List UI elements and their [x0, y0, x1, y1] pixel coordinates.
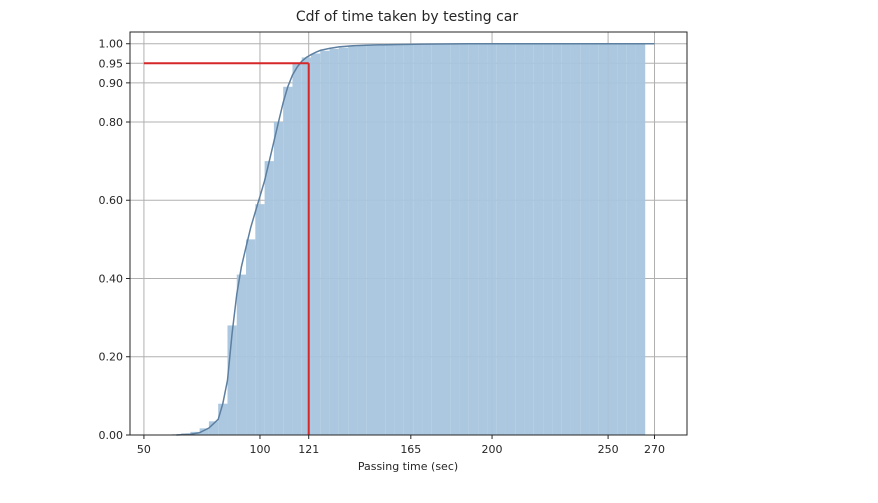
histogram-bar-48: [589, 43, 599, 436]
histogram-bar-13: [264, 161, 274, 435]
histogram-bar-35: [468, 43, 479, 436]
histogram-bar-41: [524, 43, 534, 436]
marker-lines: [143, 62, 310, 435]
histogram-bar-26: [385, 44, 395, 436]
y-tick-label-2: 0.40: [99, 272, 124, 285]
histogram-bar-25: [376, 44, 386, 435]
histogram-bar-15: [283, 86, 293, 435]
chart-title: Cdf of time taken by testing car: [296, 9, 519, 25]
histogram-bar-8: [218, 403, 228, 435]
histogram-bar-49: [598, 43, 609, 436]
x-tick-label-3: 165: [400, 443, 421, 456]
histogram-bar-20: [329, 48, 339, 435]
histogram-bars: [162, 43, 646, 436]
histogram-bar-27: [394, 44, 404, 436]
histogram-bar-23: [357, 45, 367, 435]
histogram-bar-19: [320, 50, 330, 436]
histogram-bar-50: [608, 43, 618, 436]
histogram-bar-30: [422, 44, 432, 436]
histogram-bar-37: [487, 43, 497, 436]
histogram-bar-22: [348, 46, 358, 436]
y-tick-label-5: 0.90: [99, 77, 124, 90]
axes-frame: [129, 31, 688, 436]
histogram-bar-31: [431, 43, 441, 436]
y-tick-label-4: 0.80: [99, 116, 124, 129]
histogram-bar-28: [403, 44, 414, 436]
x-tick-label-4: 200: [482, 443, 503, 456]
histogram-bar-18: [311, 53, 321, 436]
histogram-bar-21: [338, 47, 349, 436]
histogram-bar-44: [552, 43, 562, 436]
x-axis-label: Passing time (sec): [358, 460, 458, 473]
histogram-bar-47: [580, 43, 590, 436]
histogram-bar-12: [255, 204, 265, 435]
histogram-bar-40: [515, 43, 525, 436]
histogram-bar-24: [366, 45, 377, 435]
histogram-bar-7: [208, 421, 219, 435]
x-tick-label-1: 100: [249, 443, 270, 456]
cdf-curve-layer: [176, 42, 655, 436]
histogram-bar-39: [505, 43, 516, 436]
histogram-bar-33: [450, 43, 460, 436]
x-tick-label-2: 121: [298, 443, 319, 456]
histogram-bar-32: [440, 43, 451, 436]
cdf-curve: [176, 42, 655, 436]
y-tick-label-3: 0.60: [99, 194, 124, 207]
y-tick-label-7: 1.00: [99, 38, 124, 51]
histogram-bar-45: [561, 43, 571, 436]
histogram-bar-9: [227, 325, 237, 435]
histogram-bar-10: [236, 274, 247, 435]
x-tick-label-5: 250: [598, 443, 619, 456]
histogram-bar-17: [301, 57, 312, 435]
histogram-bar-42: [533, 43, 544, 436]
histogram-bar-6: [199, 428, 209, 435]
histogram-bar-51: [617, 43, 627, 436]
x-tick-label-6: 270: [644, 443, 665, 456]
histogram-bar-36: [478, 43, 488, 436]
histogram-bar-52: [626, 43, 636, 436]
histogram-bar-46: [570, 43, 581, 436]
histogram-bar-11: [246, 239, 256, 435]
x-tick-label-0: 50: [137, 443, 151, 456]
histogram-bar-43: [543, 43, 553, 436]
histogram-bar-34: [459, 43, 469, 436]
tick-layer: 50 100 121 165 200 250 270 0.00 0.20 0.40 0.60 0.80…: [99, 38, 666, 456]
histogram-bar-53: [635, 43, 646, 436]
histogram-bar-14: [273, 121, 284, 435]
y-tick-label-0: 0.00: [99, 429, 124, 442]
histogram-bar-29: [413, 44, 423, 436]
y-tick-label-6: 0.95: [99, 57, 124, 70]
y-tick-label-1: 0.20: [99, 351, 124, 364]
histogram-bar-16: [292, 63, 302, 436]
histogram-bar-38: [496, 43, 506, 436]
